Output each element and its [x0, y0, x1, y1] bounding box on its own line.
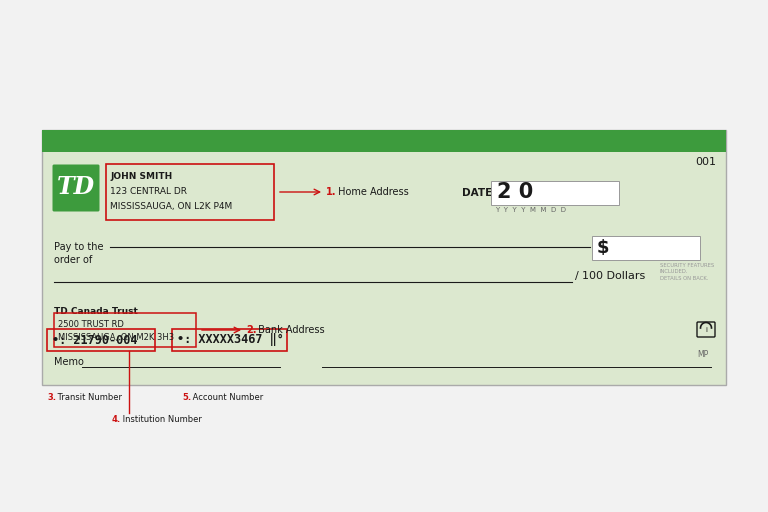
Bar [172, 329, 287, 351]
Bar [491, 181, 619, 205]
Text: 2 0: 2 0 [497, 182, 533, 202]
Text: i: i [705, 327, 707, 333]
Text: •: 21790-004: •: 21790-004 [52, 333, 137, 347]
Text: DATE: DATE [462, 188, 492, 198]
Text: TD: TD [57, 175, 95, 199]
Bar [42, 130, 726, 152]
Text: 2.: 2. [246, 325, 257, 335]
Text: JOHN SMITH: JOHN SMITH [110, 172, 172, 181]
Text: Account Number: Account Number [190, 393, 263, 402]
Text: •: XXXXX3467 ‖°: •: XXXXX3467 ‖° [177, 333, 284, 347]
Text: 2500 TRUST RD: 2500 TRUST RD [58, 320, 124, 329]
Text: 100 Dollars: 100 Dollars [582, 271, 645, 281]
Text: SECURITY FEATURES
INCLUDED.
DETAILS ON BACK.: SECURITY FEATURES INCLUDED. DETAILS ON B… [660, 263, 714, 281]
FancyBboxPatch shape [52, 164, 100, 211]
Text: TD Canada Trust: TD Canada Trust [54, 307, 138, 316]
Bar [592, 236, 700, 260]
FancyBboxPatch shape [42, 130, 726, 385]
Text: MISSISSAUGA, ON L2K P4M: MISSISSAUGA, ON L2K P4M [110, 202, 232, 211]
Text: Home Address: Home Address [335, 187, 409, 197]
Text: $: $ [597, 239, 610, 257]
Text: MISSISSAUGA, ON M2K 3H3: MISSISSAUGA, ON M2K 3H3 [58, 333, 174, 342]
Text: /: / [575, 271, 579, 281]
Text: 123 CENTRAL DR: 123 CENTRAL DR [110, 187, 187, 196]
Text: Y  Y  Y  Y  M  M  D  D: Y Y Y Y M M D D [495, 207, 566, 213]
Text: 5.: 5. [182, 393, 191, 402]
Bar [54, 313, 196, 347]
Text: 3.: 3. [47, 393, 56, 402]
Text: 4.: 4. [112, 415, 121, 424]
Text: Institution Number: Institution Number [120, 415, 202, 424]
Text: order of: order of [54, 255, 92, 265]
Text: Transit Number: Transit Number [55, 393, 122, 402]
Bar [106, 164, 274, 220]
Text: 001: 001 [695, 157, 716, 167]
Text: 1.: 1. [326, 187, 336, 197]
Text: Bank Address: Bank Address [255, 325, 325, 335]
FancyBboxPatch shape [697, 322, 715, 337]
Bar [47, 329, 155, 351]
Text: Memo: Memo [54, 357, 84, 367]
Text: Pay to the: Pay to the [54, 242, 104, 252]
Text: MP: MP [698, 350, 709, 359]
